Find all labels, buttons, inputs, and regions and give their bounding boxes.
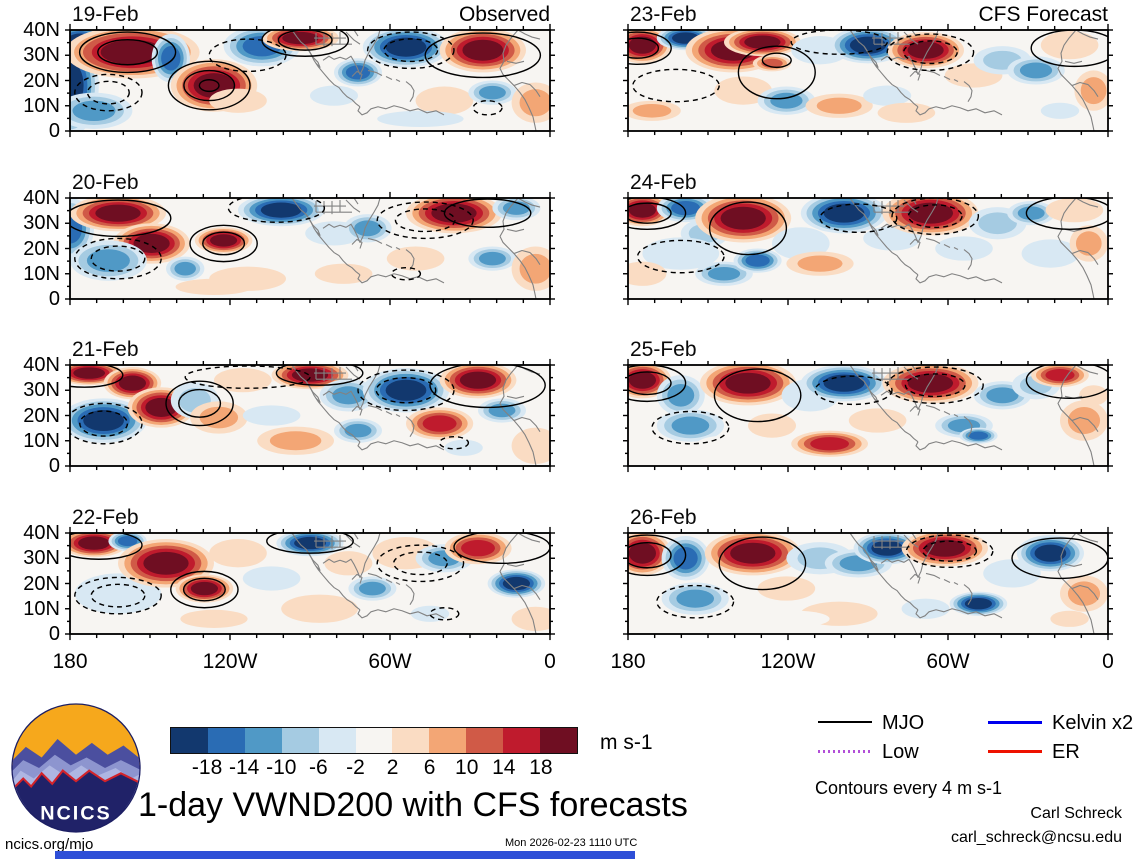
colorbar-cell: [540, 728, 577, 753]
lon-tick-label: 120W: [202, 650, 258, 673]
lon-tick-label: 60W: [926, 650, 970, 673]
colorbar-cell: [318, 728, 356, 753]
map-panel-19-Feb: [65, 23, 555, 138]
timestamp: Mon 2026-02-23 1110 UTC: [505, 837, 638, 849]
lat-tick-label: 20N: [23, 69, 60, 92]
colorbar-cell: [171, 728, 208, 753]
panel-date-label: 23-Feb: [630, 3, 697, 26]
lat-tick-label: 10N: [23, 262, 60, 285]
panel-date-label: 19-Feb: [72, 3, 139, 26]
panel-date-label: 24-Feb: [630, 171, 697, 194]
lat-tick-label: 0: [48, 623, 60, 645]
lat-tick-label: 10N: [23, 429, 60, 452]
column-heading: Observed: [458, 3, 550, 26]
legend-line-low: [818, 750, 872, 753]
colorbar-cell: [466, 728, 504, 753]
colorbar-tick-label: -2: [346, 756, 365, 779]
lat-tick-label: 0: [48, 288, 60, 310]
bottom-progress-bar: [55, 851, 635, 859]
lat-tick-label: 40N: [23, 187, 60, 209]
colorbar-tick-label: -14: [228, 756, 260, 779]
colorbar-cell: [281, 728, 319, 753]
panel-date-label: 26-Feb: [630, 506, 697, 529]
lat-tick-label: 0: [48, 455, 60, 477]
author-email: carl_schreck@ncsu.edu: [951, 829, 1122, 846]
logo-ridge-redline: [12, 769, 140, 793]
panel-date-label: 21-Feb: [72, 338, 139, 361]
colorbar-tick-label: -10: [266, 756, 297, 779]
logo-text: NCICS: [40, 802, 112, 824]
colorbar-tick-label: 18: [529, 756, 553, 779]
legend-label-kelvin-x2: Kelvin x2: [1052, 712, 1134, 734]
map-panel-25-Feb: [623, 358, 1113, 473]
colorbar-cell: [355, 728, 393, 753]
lon-tick-label: 0: [544, 650, 556, 673]
lat-tick-label: 40N: [23, 354, 60, 376]
lat-tick-label: 20N: [23, 237, 60, 260]
colorbar-cell: [244, 728, 282, 753]
author-name: Carl Schreck: [1030, 805, 1122, 822]
colorbar-tick-label: 2: [386, 756, 399, 779]
panel-date-label: 22-Feb: [72, 506, 139, 529]
map-panel-24-Feb: [623, 191, 1113, 306]
colorbar-cell: [207, 728, 245, 753]
colorbar-cell: [392, 728, 430, 753]
lat-tick-label: 30N: [23, 212, 60, 235]
colorbar-tick-label: -6: [309, 756, 328, 779]
lat-tick-label: 30N: [23, 379, 60, 402]
lon-tick-label: 180: [610, 650, 646, 673]
panel-date-label: 20-Feb: [72, 171, 139, 194]
colorbar-tick-label: 6: [423, 756, 436, 779]
map-panel-21-Feb: [65, 358, 555, 473]
colorbar-tick-label: -18: [191, 756, 223, 779]
colorbar-cell: [503, 728, 541, 753]
map-panel-20-Feb: [65, 191, 555, 306]
logo-ridge-navy: [12, 770, 140, 832]
contour-note: Contours every 4 m s-1: [815, 778, 1003, 798]
ncics-logo: NCICS: [11, 703, 141, 833]
legend-label-er: ER: [1052, 741, 1080, 763]
lon-tick-label: 120W: [760, 650, 816, 673]
lat-tick-label: 0: [48, 120, 60, 142]
panel-date-label: 25-Feb: [630, 338, 697, 361]
legend-label-low: Low: [882, 741, 919, 763]
figure-title: 1-day VWND200 with CFS forecasts: [138, 786, 688, 824]
map-panel-26-Feb: [623, 526, 1113, 641]
site-url: ncics.org/mjo: [5, 836, 94, 853]
colorbar-units-label: m s-1: [600, 731, 653, 754]
column-heading: CFS Forecast: [978, 3, 1108, 26]
legend-line-mjo: [818, 721, 872, 723]
lat-tick-label: 10N: [23, 597, 60, 620]
lat-tick-label: 30N: [23, 547, 60, 570]
colorbar-tick-label: 10: [455, 756, 479, 779]
lon-tick-label: 180: [52, 650, 88, 673]
legend-label-mjo: MJO: [882, 712, 925, 734]
lon-tick-label: 0: [1102, 650, 1114, 673]
lat-tick-label: 10N: [23, 94, 60, 117]
legend-line-er: [988, 750, 1042, 753]
lon-tick-label: 60W: [368, 650, 412, 673]
lat-tick-label: 30N: [23, 44, 60, 67]
map-panel-22-Feb: [65, 526, 555, 641]
lat-tick-label: 40N: [23, 19, 60, 41]
lat-tick-label: 20N: [23, 404, 60, 427]
lat-tick-label: 40N: [23, 522, 60, 544]
legend-line-kelvin-x2: [988, 721, 1042, 724]
map-panel-23-Feb: [623, 23, 1113, 138]
lat-tick-label: 20N: [23, 572, 60, 595]
colorbar-tick-label: 14: [492, 756, 516, 779]
colorbar-cell: [429, 728, 467, 753]
colorbar: [170, 727, 578, 754]
